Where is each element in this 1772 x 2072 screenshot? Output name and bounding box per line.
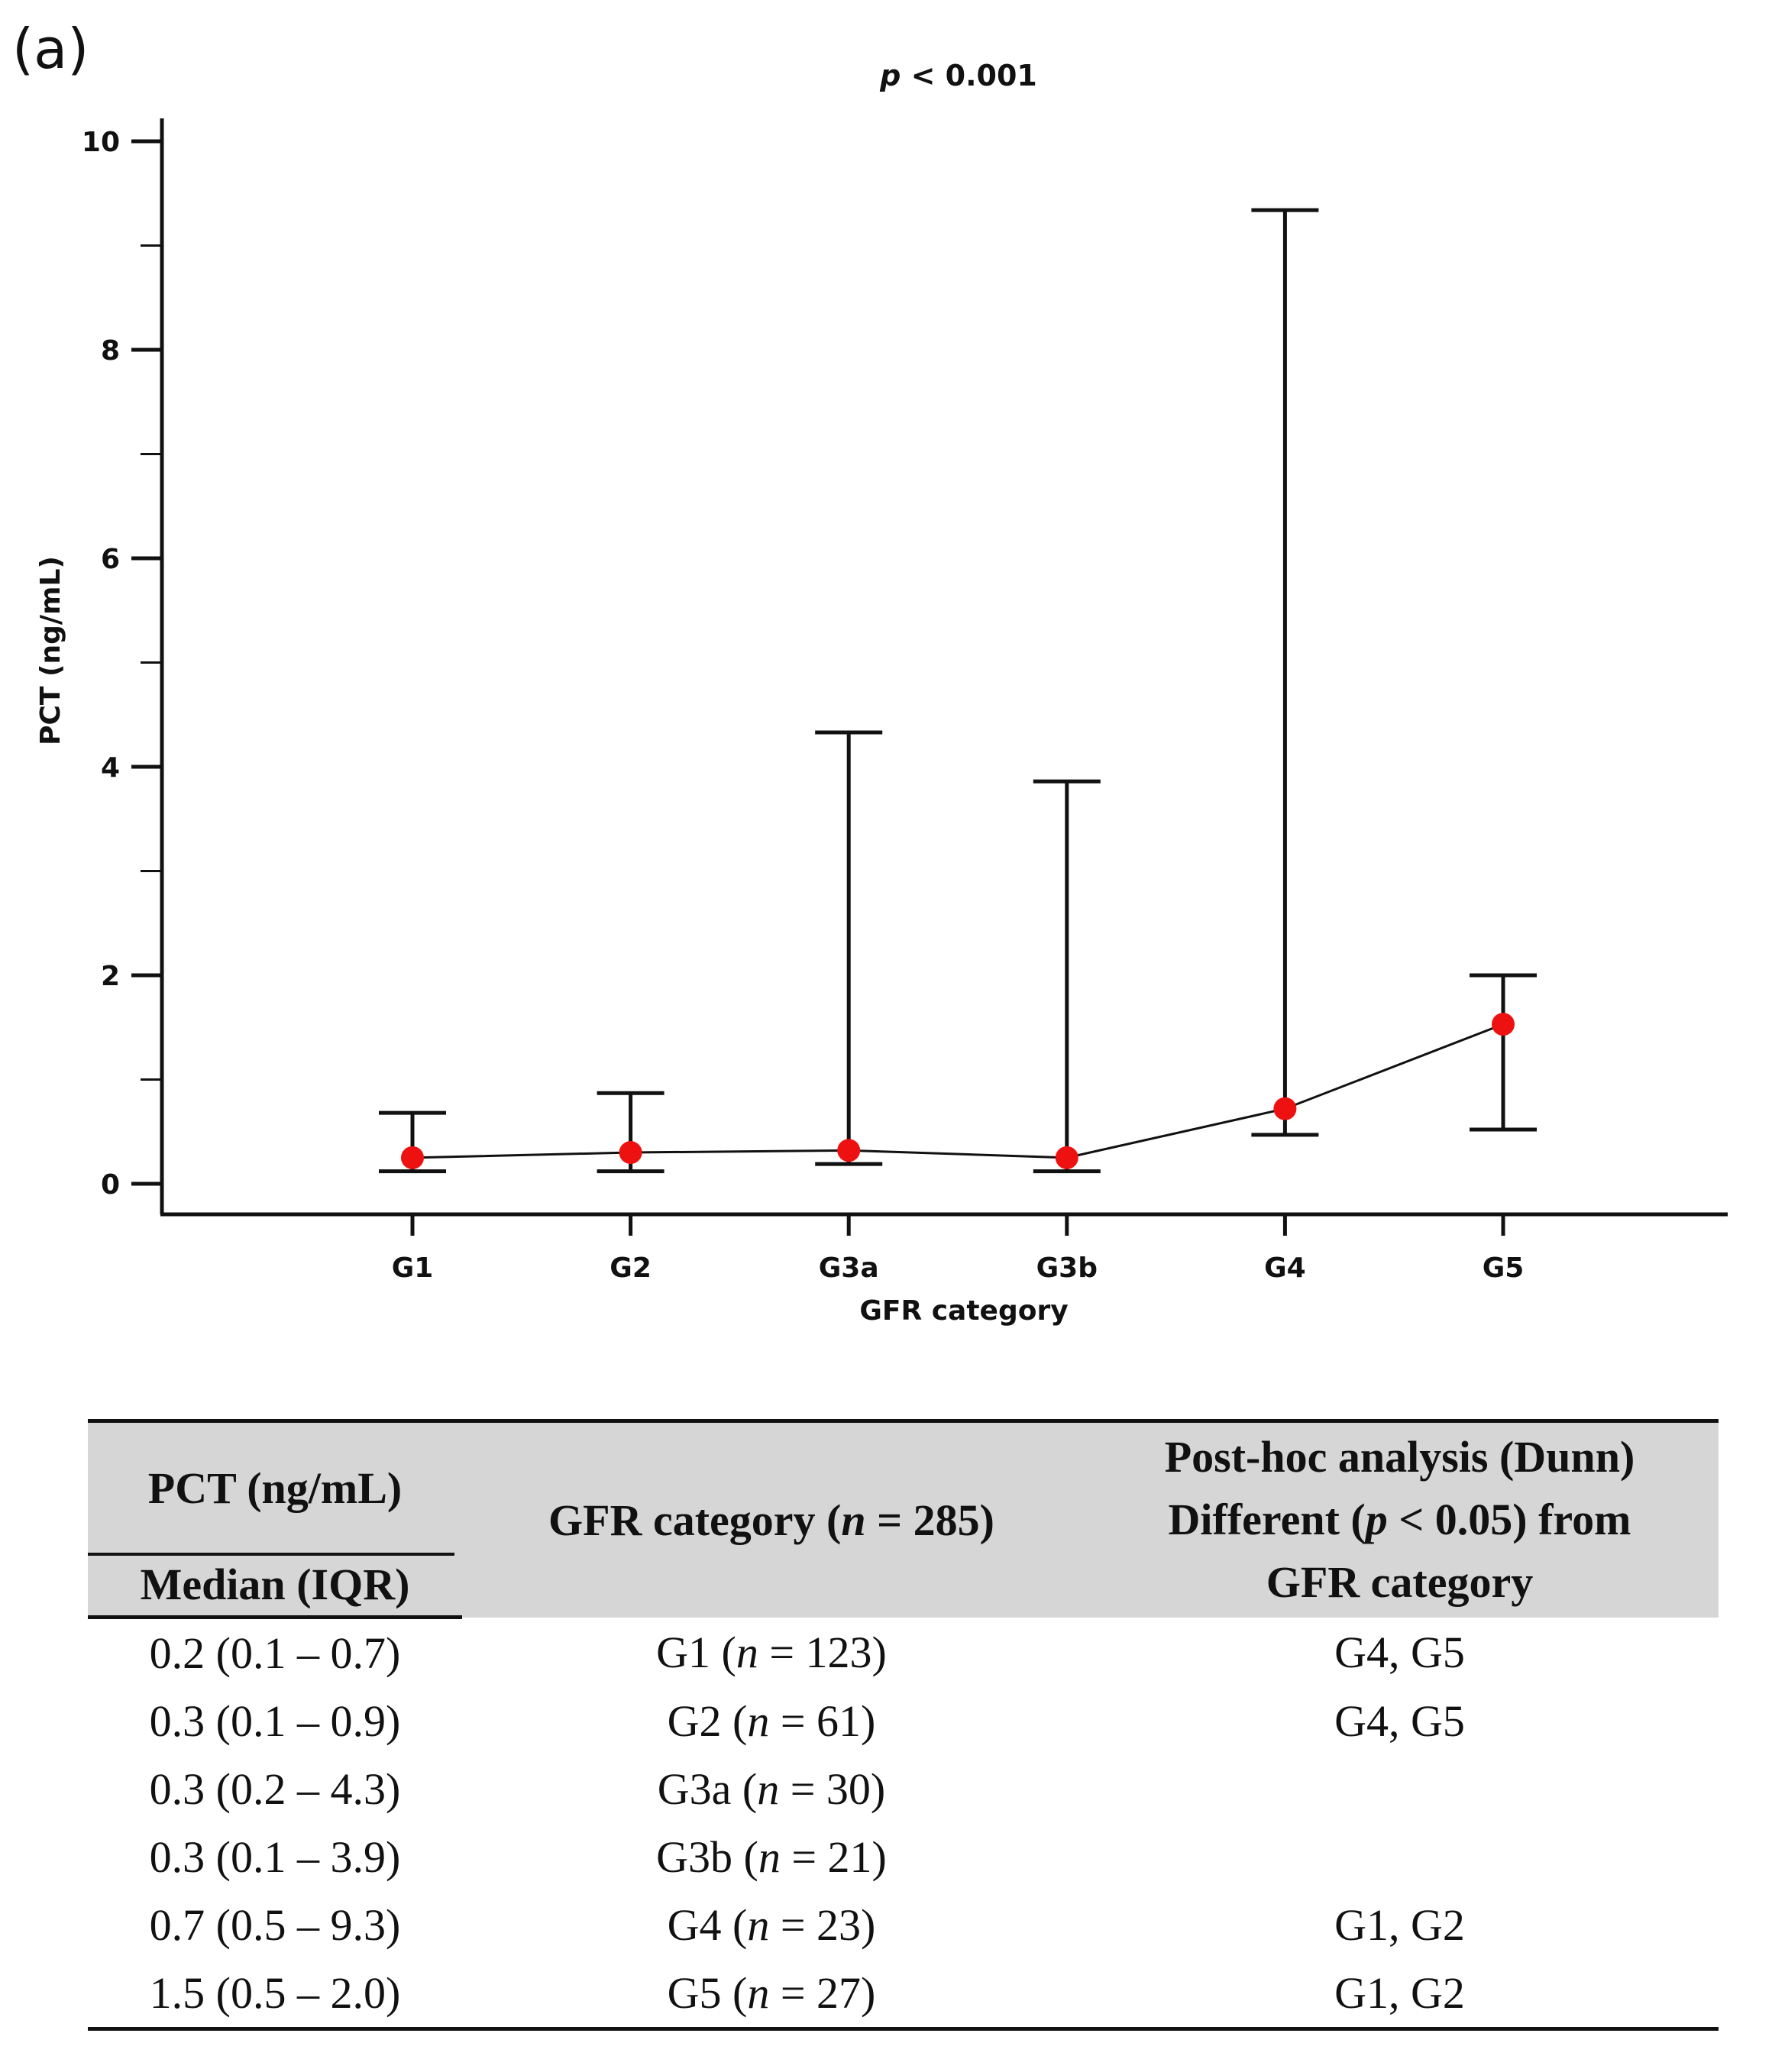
median-point-G3a — [837, 1139, 861, 1162]
x-tick-label-G2: G2 — [610, 1253, 652, 1284]
table-row: 0.7 (0.5 – 9.3) G4 (n = 23) G1, G2 — [88, 1891, 1719, 1959]
table-row: 0.3 (0.1 – 3.9) G3b (n = 21) — [88, 1823, 1719, 1891]
posthoc-cell: G4, G5 — [1334, 1627, 1465, 1677]
x-tick-label-G3a: G3a — [819, 1253, 879, 1284]
table-row: 0.3 (0.2 – 4.3) G3a (n = 30) — [88, 1755, 1719, 1823]
pct-cell: 0.2 (0.1 – 0.7) — [149, 1628, 401, 1678]
table-row: 0.2 (0.1 – 0.7) G1 (n = 123) G4, G5 — [88, 1618, 1719, 1688]
x-axis: G1 G2 G3a G3b G4 G5 — [160, 1212, 1728, 1284]
y-tick-label-4: 4 — [101, 752, 120, 784]
gfr-header: GFR category (n = 285) — [462, 1419, 1081, 1618]
error-bar-G3b — [1033, 779, 1101, 1174]
pct-header: PCT (ng/mL) — [88, 1419, 462, 1553]
median-point-G3b — [1055, 1146, 1078, 1169]
median-iqr-header: Median (IQR) — [88, 1553, 462, 1619]
posthoc-cell — [1081, 1755, 1719, 1823]
pct-cell: 0.3 (0.1 – 0.9) — [149, 1696, 401, 1746]
gfr-cell: G4 (n = 23) — [667, 1900, 876, 1950]
y-axis: 0 2 4 6 8 10 — [82, 118, 164, 1214]
median-point-G2 — [619, 1141, 642, 1165]
error-bar-G4 — [1251, 208, 1319, 1137]
pct-cell: 0.3 (0.1 – 3.9) — [149, 1832, 401, 1882]
summary-table: PCT (ng/mL) GFR category (n = 285) Post-… — [88, 1419, 1719, 2031]
pct-cell: 0.7 (0.5 – 9.3) — [149, 1900, 401, 1950]
panel-label: (a) — [12, 17, 89, 81]
posthoc-cell: G1, G2 — [1334, 1900, 1465, 1950]
y-tick-label-2: 2 — [101, 961, 120, 992]
gfr-cell: G5 (n = 27) — [462, 1959, 1081, 2031]
gfr-cell: G2 (n = 61) — [667, 1696, 876, 1746]
gfr-cell: G3b (n = 21) — [656, 1832, 887, 1882]
table-row: 0.3 (0.1 – 0.9) G2 (n = 61) G4, G5 — [88, 1687, 1719, 1755]
median-line — [412, 1023, 1504, 1159]
table-body: 0.2 (0.1 – 0.7) G1 (n = 123) G4, G5 0.3 (0.… — [88, 1618, 1719, 2031]
median-point-G4 — [1273, 1097, 1297, 1120]
median-series — [379, 208, 1537, 1174]
pct-gfr-chart: p < 0.001 0 2 4 6 8 10 G1 G2 G3a G3b G4 G5 PCT (ng… — [35, 59, 1728, 1327]
x-tick-label-G1: G1 — [392, 1253, 434, 1284]
gfr-cell: G1 (n = 123) — [656, 1627, 887, 1677]
y-tick-label-8: 8 — [101, 335, 120, 367]
median-point-G5 — [1492, 1013, 1515, 1036]
y-axis-title: PCT (ng/mL) — [35, 556, 66, 745]
chart-title: p < 0.001 — [879, 59, 1037, 92]
error-bar-G3a — [815, 730, 883, 1166]
posthoc-cell: G4, G5 — [1334, 1696, 1465, 1746]
x-tick-label-G4: G4 — [1264, 1253, 1306, 1284]
y-tick-label-10: 10 — [82, 127, 120, 158]
x-axis-title: GFR category — [859, 1295, 1068, 1327]
x-tick-label-G3b: G3b — [1036, 1253, 1098, 1284]
median-point-G1 — [401, 1146, 424, 1169]
posthoc-cell: G1, G2 — [1081, 1959, 1719, 2031]
pct-cell: 1.5 (0.5 – 2.0) — [88, 1959, 462, 2031]
posthoc-header: Post-hoc analysis (Dunn) Different (p < … — [1081, 1419, 1719, 1618]
posthoc-cell — [1081, 1823, 1719, 1891]
header-rule — [88, 1553, 454, 1556]
y-tick-label-0: 0 — [101, 1169, 120, 1201]
y-tick-label-6: 6 — [101, 544, 120, 575]
pct-cell: 0.3 (0.2 – 4.3) — [149, 1764, 401, 1814]
table-row: 1.5 (0.5 – 2.0) G5 (n = 27) G1, G2 — [88, 1959, 1719, 2031]
error-bar-G5 — [1470, 973, 1537, 1132]
x-tick-label-G5: G5 — [1483, 1253, 1525, 1284]
gfr-cell: G3a (n = 30) — [657, 1764, 886, 1814]
